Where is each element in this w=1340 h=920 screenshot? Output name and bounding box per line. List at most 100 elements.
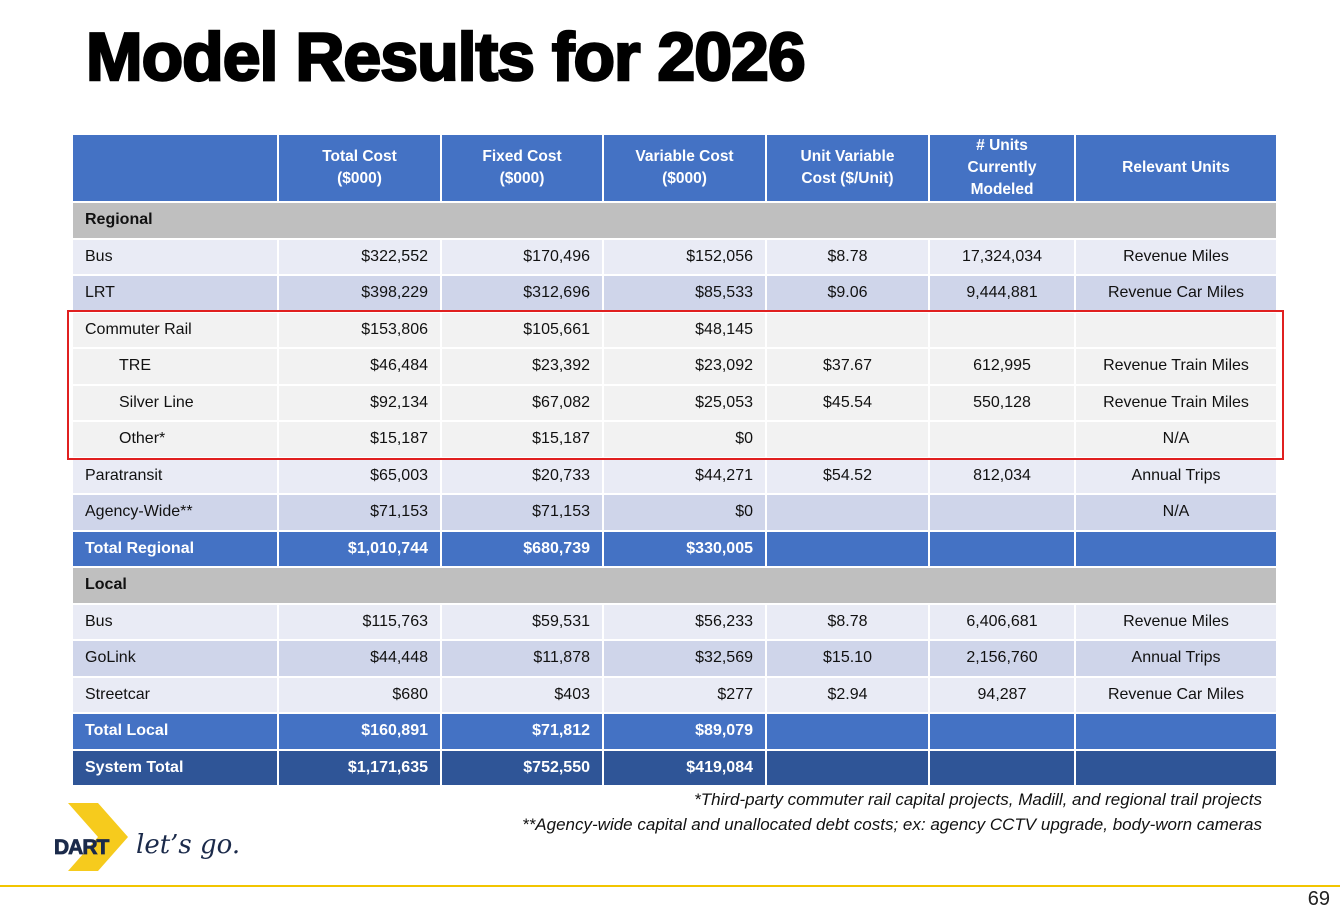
table-cell: $20,733 (442, 458, 602, 493)
table-cell: $9.06 (767, 276, 928, 311)
table-cell: $71,812 (442, 714, 602, 749)
table-cell: $15.10 (767, 641, 928, 676)
row-label: Silver Line (73, 385, 277, 420)
table-cell: $680 (279, 677, 440, 712)
table-row: Silver Line $92,134 $67,082 $25,053 $45.54 55… (73, 385, 1276, 420)
table-cell: N/A (1076, 495, 1276, 530)
table-row: Other* $15,187 $15,187 $0 N/A (73, 422, 1276, 457)
table-cell: $44,271 (604, 458, 765, 493)
table-cell: N/A (1076, 422, 1276, 457)
table-cell (930, 422, 1074, 457)
table-cell: $44,448 (279, 641, 440, 676)
table-cell: $115,763 (279, 604, 440, 639)
table-cell: 812,034 (930, 458, 1074, 493)
table-cell: Revenue Miles (1076, 239, 1276, 274)
table-cell: $23,092 (604, 349, 765, 384)
header-cell: Relevant Units (1076, 135, 1276, 201)
table-cell: $15,187 (442, 422, 602, 457)
logo-brand: DART (54, 836, 110, 860)
table-cell: Revenue Train Miles (1076, 385, 1276, 420)
table-cell: $1,171,635 (279, 750, 440, 785)
table-cell (767, 750, 928, 785)
table-cell (930, 531, 1074, 566)
section-label: Local (73, 568, 1276, 603)
table-row: Total Local $160,891 $71,812 $89,079 (73, 714, 1276, 749)
row-label: Bus (73, 604, 277, 639)
table-cell: $322,552 (279, 239, 440, 274)
table-cell: $8.78 (767, 239, 928, 274)
table-cell (930, 714, 1074, 749)
footer-rule (0, 885, 1340, 887)
table-cell: $56,233 (604, 604, 765, 639)
table-cell (767, 422, 928, 457)
row-label: Commuter Rail (73, 312, 277, 347)
table-cell: $419,084 (604, 750, 765, 785)
table-cell: $65,003 (279, 458, 440, 493)
table-row: Agency-Wide** $71,153 $71,153 $0 N/A (73, 495, 1276, 530)
table-cell: 6,406,681 (930, 604, 1074, 639)
table-row: Streetcar $680 $403 $277 $2.94 94,287 Revenue … (73, 677, 1276, 712)
table-cell: $11,878 (442, 641, 602, 676)
table-cell: $45.54 (767, 385, 928, 420)
table-cell: $59,531 (442, 604, 602, 639)
table-row: Total Regional $1,010,744 $680,739 $330,005 (73, 531, 1276, 566)
results-table: Total Cost ($000) Fixed Cost ($000) Variab… (71, 133, 1278, 787)
table-row: System Total $1,171,635 $752,550 $419,084 (73, 750, 1276, 785)
table-row: TRE $46,484 $23,392 $23,092 $37.67 612,995 Rev… (73, 349, 1276, 384)
table-cell (767, 714, 928, 749)
table-cell: 2,156,760 (930, 641, 1074, 676)
table-row: Bus $115,763 $59,531 $56,233 $8.78 6,406,681 R… (73, 604, 1276, 639)
footnote: *Third-party commuter rail capital proje… (694, 790, 1262, 809)
table-cell: Annual Trips (1076, 458, 1276, 493)
table-cell: $32,569 (604, 641, 765, 676)
header-row: Total Cost ($000) Fixed Cost ($000) Variab… (73, 135, 1276, 201)
table-cell: Annual Trips (1076, 641, 1276, 676)
table-cell (1076, 750, 1276, 785)
header-cell: Unit Variable Cost ($/Unit) (767, 135, 928, 201)
table-cell: $71,153 (442, 495, 602, 530)
table-cell (930, 750, 1074, 785)
table-cell (767, 312, 928, 347)
table-row: GoLink $44,448 $11,878 $32,569 $15.10 2,156,7… (73, 641, 1276, 676)
table-cell: $23,392 (442, 349, 602, 384)
table-cell: $752,550 (442, 750, 602, 785)
section-label: Regional (73, 203, 1276, 238)
table-row: Paratransit $65,003 $20,733 $44,271 $54.52 81… (73, 458, 1276, 493)
slide-title: Model Results for 2026 (85, 18, 807, 97)
row-label: Other* (73, 422, 277, 457)
table-cell: $2.94 (767, 677, 928, 712)
logo-mark (68, 803, 128, 871)
table-row: Regional (73, 203, 1276, 238)
table-cell: $37.67 (767, 349, 928, 384)
footnote: **Agency-wide capital and unallocated de… (522, 815, 1262, 834)
table-cell: $54.52 (767, 458, 928, 493)
table-cell: $152,056 (604, 239, 765, 274)
table-cell: $92,134 (279, 385, 440, 420)
table-cell: $277 (604, 677, 765, 712)
row-label: LRT (73, 276, 277, 311)
header-cell: Total Cost ($000) (279, 135, 440, 201)
table-cell: Revenue Car Miles (1076, 276, 1276, 311)
table-cell: $89,079 (604, 714, 765, 749)
row-label: Agency-Wide** (73, 495, 277, 530)
row-label: GoLink (73, 641, 277, 676)
header-cell: Fixed Cost ($000) (442, 135, 602, 201)
table-cell (767, 531, 928, 566)
table-cell: 17,324,034 (930, 239, 1074, 274)
table-cell (1076, 312, 1276, 347)
header-cell: Variable Cost ($000) (604, 135, 765, 201)
row-label: Paratransit (73, 458, 277, 493)
table-cell: $312,696 (442, 276, 602, 311)
page-number: 69 (1307, 888, 1330, 910)
table-cell: $105,661 (442, 312, 602, 347)
table-cell: $67,082 (442, 385, 602, 420)
table-cell: $1,010,744 (279, 531, 440, 566)
table-cell: Revenue Car Miles (1076, 677, 1276, 712)
table-cell: Revenue Train Miles (1076, 349, 1276, 384)
table-cell (1076, 714, 1276, 749)
table-cell: 94,287 (930, 677, 1074, 712)
table-row: Local (73, 568, 1276, 603)
table-cell: 550,128 (930, 385, 1074, 420)
table-cell: $160,891 (279, 714, 440, 749)
table-cell (930, 312, 1074, 347)
